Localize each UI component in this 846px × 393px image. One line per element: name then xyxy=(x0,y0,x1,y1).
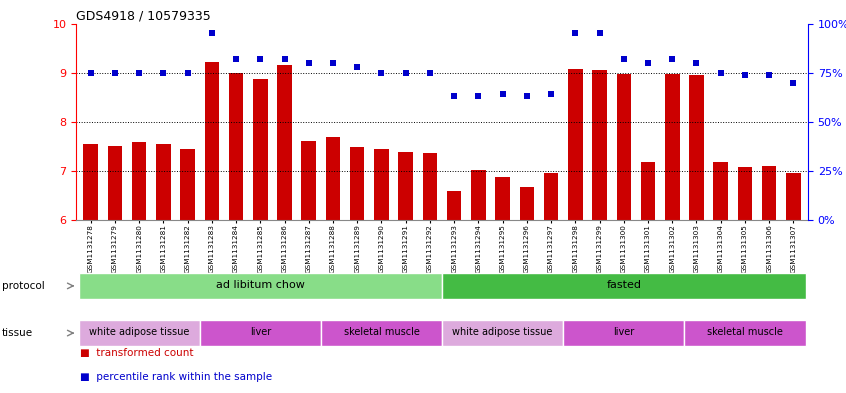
Bar xyxy=(563,320,684,346)
Bar xyxy=(301,141,316,220)
Text: ■  transformed count: ■ transformed count xyxy=(80,349,194,358)
Text: protocol: protocol xyxy=(2,281,45,291)
Point xyxy=(399,70,413,76)
Point xyxy=(520,93,534,99)
Point xyxy=(666,56,679,62)
Bar xyxy=(374,149,388,220)
Bar xyxy=(519,187,534,220)
Point xyxy=(375,70,388,76)
Bar xyxy=(568,69,583,220)
Bar xyxy=(253,79,267,220)
Bar xyxy=(471,170,486,220)
Text: ad libitum chow: ad libitum chow xyxy=(216,280,305,290)
Bar xyxy=(79,320,200,346)
Bar xyxy=(447,191,461,220)
Point xyxy=(762,72,776,78)
Point xyxy=(496,91,509,97)
Text: fasted: fasted xyxy=(607,280,641,290)
Bar xyxy=(423,153,437,220)
Bar xyxy=(496,177,510,220)
Point xyxy=(448,93,461,99)
Bar xyxy=(321,320,442,346)
Point xyxy=(689,60,703,66)
Point xyxy=(157,70,170,76)
Bar xyxy=(228,73,244,220)
Bar xyxy=(442,273,805,299)
Text: ■  percentile rank within the sample: ■ percentile rank within the sample xyxy=(80,372,272,382)
Point xyxy=(544,91,558,97)
Point xyxy=(471,93,485,99)
Bar xyxy=(689,75,704,220)
Bar xyxy=(84,144,98,220)
Bar xyxy=(738,167,752,220)
Text: skeletal muscle: skeletal muscle xyxy=(707,327,783,338)
Bar xyxy=(713,162,728,220)
Point xyxy=(84,70,97,76)
Bar xyxy=(132,143,146,220)
Bar xyxy=(200,320,321,346)
Text: white adipose tissue: white adipose tissue xyxy=(89,327,190,338)
Point xyxy=(132,70,146,76)
Point xyxy=(205,30,218,37)
Point xyxy=(350,64,364,70)
Point xyxy=(617,56,630,62)
Point xyxy=(254,56,267,62)
Point xyxy=(569,30,582,37)
Bar xyxy=(107,147,122,220)
Point xyxy=(302,60,316,66)
Text: liver: liver xyxy=(613,327,634,338)
Point xyxy=(181,70,195,76)
Point xyxy=(108,70,122,76)
Bar xyxy=(665,73,679,220)
Bar xyxy=(762,166,777,220)
Point xyxy=(714,70,728,76)
Bar xyxy=(786,173,800,220)
Point xyxy=(327,60,340,66)
Text: liver: liver xyxy=(250,327,271,338)
Text: GDS4918 / 10579335: GDS4918 / 10579335 xyxy=(76,10,211,23)
Bar xyxy=(205,62,219,220)
Text: white adipose tissue: white adipose tissue xyxy=(453,327,552,338)
Point xyxy=(787,79,800,86)
Bar xyxy=(442,320,563,346)
Bar xyxy=(640,162,656,220)
Bar xyxy=(684,320,805,346)
Text: skeletal muscle: skeletal muscle xyxy=(343,327,420,338)
Bar xyxy=(398,152,413,220)
Point xyxy=(641,60,655,66)
Bar xyxy=(79,273,442,299)
Point xyxy=(739,72,752,78)
Bar xyxy=(326,136,340,220)
Bar xyxy=(544,173,558,220)
Text: tissue: tissue xyxy=(2,328,33,338)
Bar xyxy=(277,65,292,220)
Bar xyxy=(157,144,171,220)
Point xyxy=(593,30,607,37)
Bar xyxy=(350,147,365,220)
Bar xyxy=(617,73,631,220)
Point xyxy=(277,56,291,62)
Point xyxy=(423,70,437,76)
Point xyxy=(229,56,243,62)
Bar xyxy=(180,149,195,220)
Bar xyxy=(592,70,607,220)
